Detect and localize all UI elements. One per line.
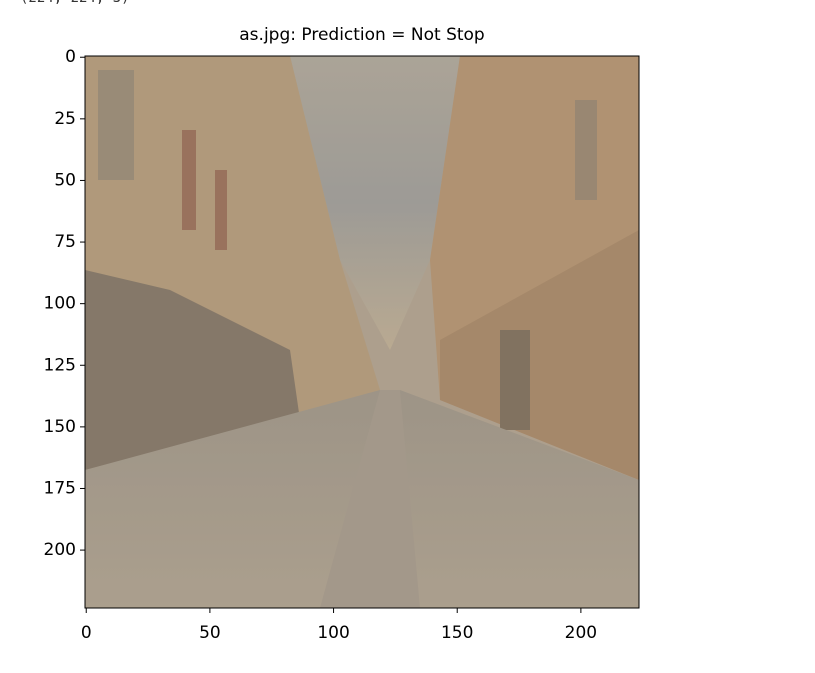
y-tick-label: 50 [54,170,76,190]
axes-frame [84,55,640,609]
y-tick-label: 100 [44,294,76,314]
y-tick-label: 150 [44,417,76,437]
x-tick-label: 150 [441,623,473,643]
x-tick-label: 100 [317,623,349,643]
output-text: (224, 224, 3) [20,0,130,6]
x-tick-label: 200 [565,623,597,643]
x-tick-label: 50 [199,623,221,643]
y-tick-label: 175 [44,478,76,498]
y-tick-label: 25 [54,109,76,129]
y-tick-label: 75 [54,232,76,252]
y-tick-label: 125 [44,355,76,375]
x-tick-label: 0 [81,623,92,643]
y-tick-label: 0 [65,47,76,67]
image [85,56,639,608]
y-tick-label: 200 [44,540,76,560]
chart-title: as.jpg: Prediction = Not Stop [239,25,484,45]
